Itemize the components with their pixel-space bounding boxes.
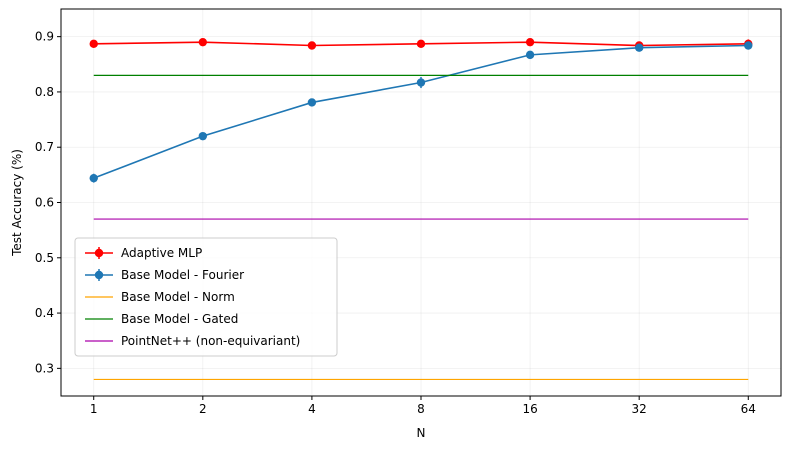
- data-point: [525, 50, 535, 60]
- legend-frame: [74, 237, 338, 357]
- y-tick-label: 0.7: [35, 140, 54, 154]
- legend-item: PointNet++ (non-equivariant): [85, 334, 300, 348]
- legend-label: Base Model - Fourier: [121, 268, 244, 282]
- x-axis-label: N: [417, 426, 426, 440]
- y-tick-label: 0.6: [35, 196, 54, 210]
- data-point: [89, 173, 98, 183]
- y-tick-label: 0.3: [35, 361, 54, 375]
- x-tick-label: 4: [308, 402, 316, 416]
- legend-swatch-marker: [94, 270, 104, 280]
- legend: Adaptive MLP Base Model - Fourier Base Mod…: [74, 237, 338, 357]
- legend-label: Adaptive MLP: [121, 246, 202, 260]
- y-tick-label: 0.8: [35, 85, 54, 99]
- data-point: [198, 37, 208, 47]
- data-point: [525, 37, 535, 47]
- x-tick-label: 1: [90, 402, 98, 416]
- series-base-model-fourier: [89, 41, 753, 183]
- data-point: [416, 39, 426, 49]
- y-tick-label: 0.5: [35, 251, 54, 265]
- x-tick-label: 64: [741, 402, 756, 416]
- x-tick-label: 32: [632, 402, 647, 416]
- y-axis-label: Test Accuracy (%): [10, 149, 24, 257]
- legend-label: PointNet++ (non-equivariant): [121, 334, 300, 348]
- data-point: [634, 43, 644, 52]
- data-point: [307, 98, 317, 107]
- data-point: [307, 41, 317, 50]
- y-tick-label: 0.9: [35, 30, 54, 44]
- legend-label: Base Model - Norm: [121, 290, 235, 304]
- legend-label: Base Model - Gated: [121, 312, 238, 326]
- grid: [61, 9, 781, 396]
- legend-item: Base Model - Norm: [85, 290, 235, 304]
- data-point: [416, 78, 426, 87]
- x-tick-label: 2: [199, 402, 207, 416]
- data-point: [744, 41, 753, 50]
- x-tick-label: 8: [417, 402, 425, 416]
- legend-item: Base Model - Fourier: [85, 268, 244, 282]
- data-point: [89, 39, 98, 49]
- x-tick-label: 16: [522, 402, 537, 416]
- series-layer: [89, 37, 753, 381]
- legend-item: Base Model - Gated: [85, 312, 238, 326]
- data-point: [198, 131, 208, 141]
- legend-item: Adaptive MLP: [85, 246, 202, 260]
- y-tick-label: 0.4: [35, 306, 54, 320]
- legend-swatch-marker: [94, 248, 104, 258]
- ticks: 1 2 4 8 16 32 64 0.3 0.4 0.5 0.6 0.7 0.8 0.9: [35, 30, 756, 416]
